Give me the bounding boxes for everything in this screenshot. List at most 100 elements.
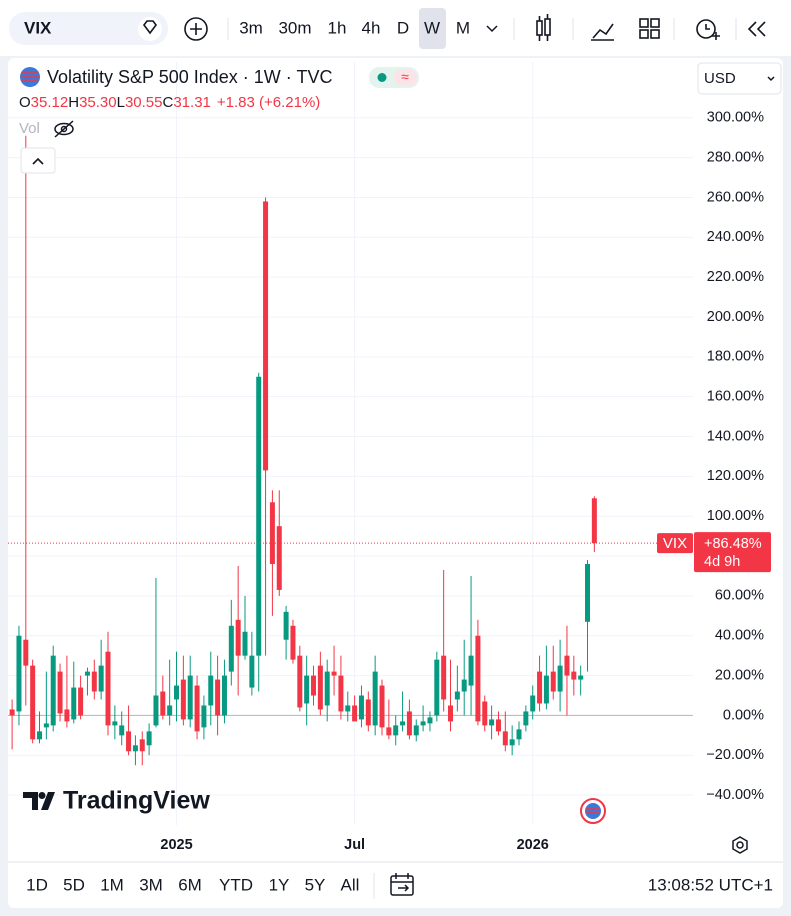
candle-body xyxy=(105,651,111,726)
candle-body xyxy=(112,721,118,726)
candle-body xyxy=(516,729,522,740)
y-tick-label: 300.00% xyxy=(707,110,764,126)
goto-date[interactable] xyxy=(390,873,414,896)
ohlc-l-label: L xyxy=(117,94,125,111)
symbol[interactable]: VIX xyxy=(24,18,52,37)
logo xyxy=(23,792,55,810)
candle-body xyxy=(304,675,310,704)
x-tick-label: Jul xyxy=(344,837,365,853)
event-flag-inner xyxy=(585,803,601,819)
interval-button[interactable]: D xyxy=(397,18,409,37)
candle-body xyxy=(71,687,77,720)
currency-select[interactable] xyxy=(697,62,782,95)
candle-body xyxy=(523,711,529,726)
clock: 13:08:52 UTC+1 xyxy=(648,875,773,894)
candle-body xyxy=(530,695,536,712)
candle-body xyxy=(317,665,323,710)
y-tick-label: 60.00% xyxy=(715,588,764,604)
range-button[interactable]: 1D xyxy=(26,875,48,894)
candle-body xyxy=(269,502,275,565)
candle-body xyxy=(537,671,543,704)
interval-dropdown[interactable] xyxy=(486,25,498,33)
y-tick-label: 40.00% xyxy=(715,628,764,644)
toolbar-icons[interactable] xyxy=(536,14,766,41)
candle-body xyxy=(386,727,392,736)
symbol-search[interactable] xyxy=(9,12,168,45)
candle-body xyxy=(365,699,371,726)
candle-body xyxy=(160,691,166,716)
candle-body xyxy=(215,679,221,716)
candle-body xyxy=(475,635,481,722)
candle-body xyxy=(400,721,406,726)
candle-body xyxy=(242,631,248,656)
y-tick-label: 160.00% xyxy=(707,389,764,405)
candle-body xyxy=(413,725,419,736)
candle-body xyxy=(338,675,344,712)
plus-icon xyxy=(190,23,202,35)
x-tick-label: 2026 xyxy=(517,837,549,853)
interval-button[interactable]: 4h xyxy=(362,18,381,37)
diamond-icon xyxy=(143,20,157,35)
candle-body xyxy=(50,655,56,726)
candle-body xyxy=(256,376,262,656)
range-button[interactable]: All xyxy=(341,875,360,894)
candle-body xyxy=(249,655,255,688)
interval-button[interactable]: 3m xyxy=(239,18,263,37)
candle-body xyxy=(585,564,591,622)
hide-vol[interactable] xyxy=(54,120,74,138)
add-compare[interactable] xyxy=(184,17,208,41)
candle-body xyxy=(461,679,467,692)
candle-body xyxy=(550,671,556,692)
countdown: 4d 9h xyxy=(704,554,740,570)
range-button[interactable]: 1Y xyxy=(269,875,290,894)
market-open-dot xyxy=(377,73,387,82)
candle-body xyxy=(126,731,132,752)
candle-body xyxy=(78,687,84,716)
candle-body xyxy=(557,665,563,692)
interval-button[interactable]: W xyxy=(424,18,440,37)
range-button[interactable]: 5D xyxy=(63,875,85,894)
candle-body xyxy=(427,717,433,724)
candle-body xyxy=(119,725,125,736)
x-tick-label: 2025 xyxy=(160,837,192,853)
candle-body xyxy=(180,679,186,720)
candle-body xyxy=(591,498,597,544)
currency[interactable]: USD xyxy=(704,70,736,87)
range-button[interactable]: 6M xyxy=(178,875,202,894)
interval-button[interactable]: 1h xyxy=(328,18,347,37)
last-price-badge xyxy=(694,532,771,573)
candle-body xyxy=(311,675,317,696)
candle-body xyxy=(167,705,173,716)
candle-body xyxy=(434,659,440,716)
logo-text: TradingView xyxy=(63,787,210,815)
range-button[interactable]: YTD xyxy=(219,875,253,894)
candle-body xyxy=(393,725,399,736)
range-button[interactable]: 3M xyxy=(139,875,163,894)
last-name-badge xyxy=(657,533,693,554)
ohlc-c-label: C xyxy=(163,94,174,111)
y-tick-label: −20.00% xyxy=(706,747,764,763)
candle-body xyxy=(37,731,43,740)
ohlc-h-label: H xyxy=(68,94,79,111)
interval-button[interactable]: M xyxy=(456,18,470,37)
y-tick-label: 200.00% xyxy=(707,309,764,325)
ohlc-o-label: O xyxy=(19,94,31,111)
range-button[interactable]: 5Y xyxy=(305,875,326,894)
collapse-legend[interactable] xyxy=(20,147,56,174)
vol-label: Vol xyxy=(19,120,40,137)
candle-body xyxy=(564,655,570,676)
y-tick-label: 240.00% xyxy=(707,229,764,245)
candle-body xyxy=(578,675,584,680)
settings[interactable] xyxy=(732,836,748,854)
last-price-label: +86.48% xyxy=(704,536,762,552)
range-button[interactable]: 1M xyxy=(100,875,124,894)
symbol-icon[interactable] xyxy=(138,17,162,41)
candle-body xyxy=(228,625,234,672)
candle-body xyxy=(263,201,269,471)
delayed-badge xyxy=(394,69,417,86)
candle-body xyxy=(91,671,97,692)
interval-button[interactable]: 30m xyxy=(278,18,311,37)
candle-body xyxy=(57,671,63,714)
candle-body xyxy=(441,655,447,700)
